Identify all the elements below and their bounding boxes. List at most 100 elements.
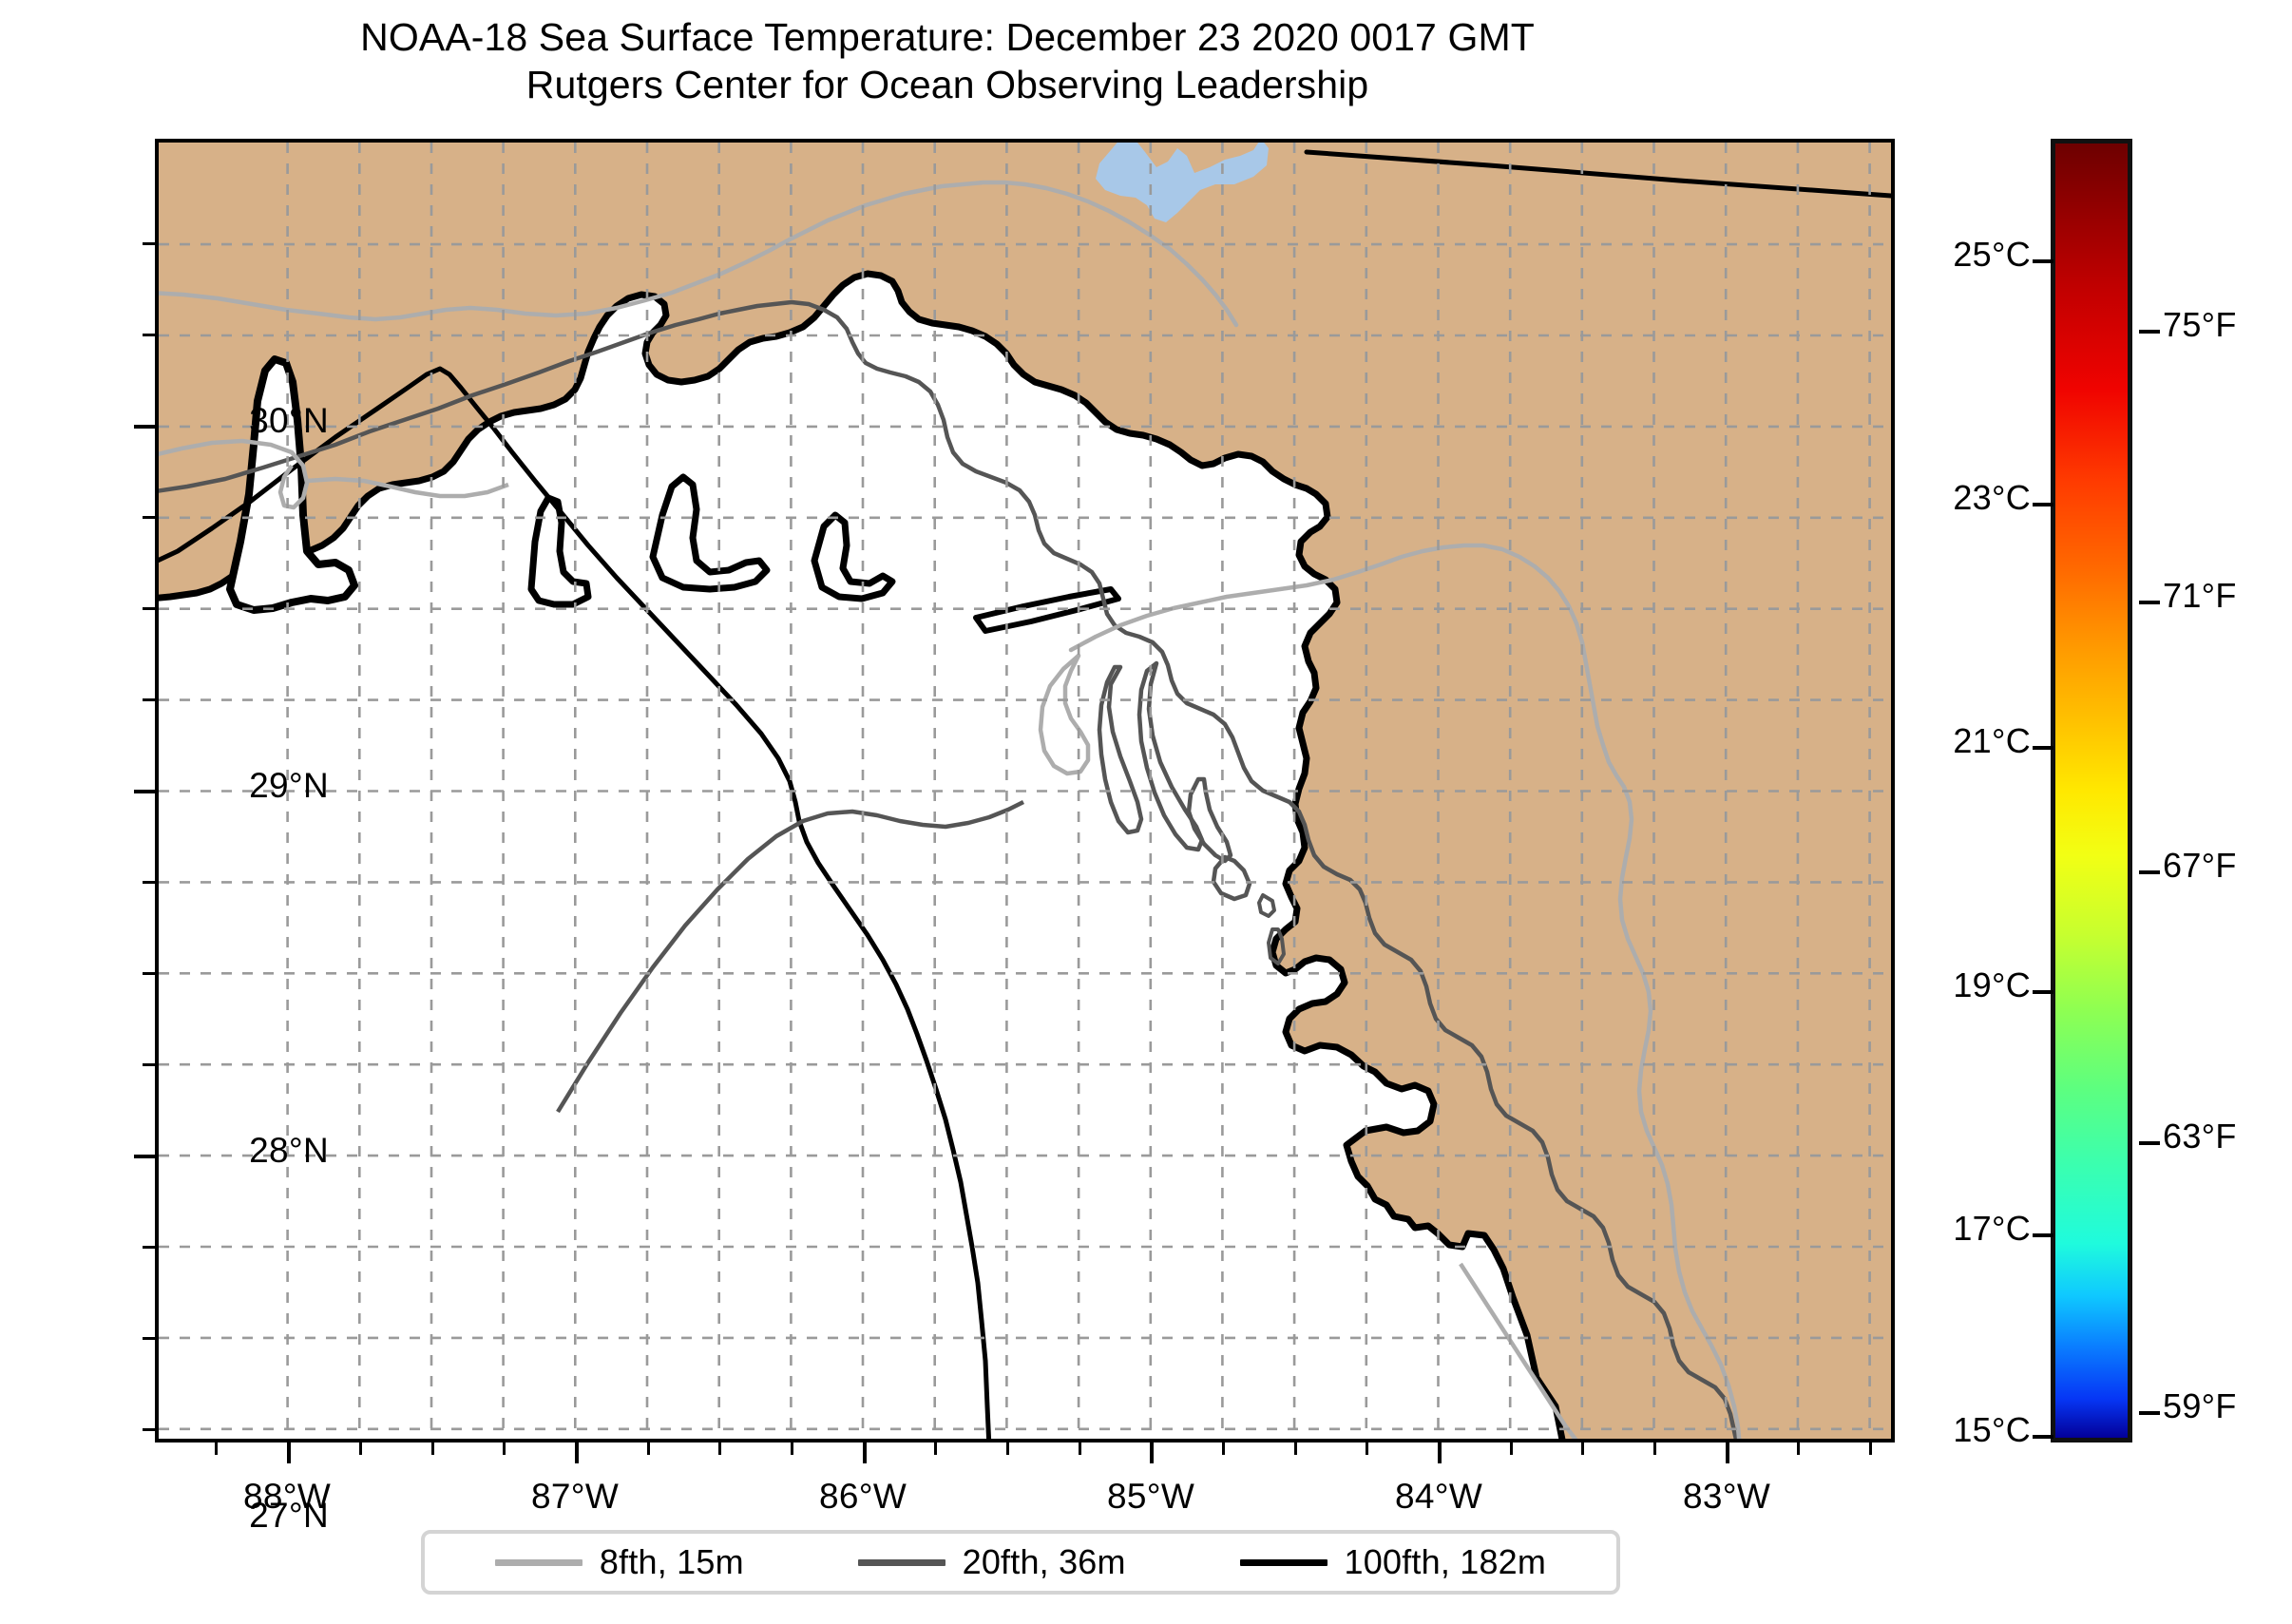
cbar-tick-17C <box>2033 1233 2053 1237</box>
x-axis-label-88W: 88°W <box>242 1477 332 1516</box>
x-tick-minor <box>934 1439 937 1455</box>
cbar-label-63F: 63°F <box>2163 1117 2237 1156</box>
x-tick-major-83W <box>1726 1439 1729 1463</box>
cbar-tick-19C <box>2033 990 2053 994</box>
cbar-label-67F: 67°F <box>2163 846 2237 885</box>
legend-item-8fth[interactable]: 8fth, 15m <box>494 1542 744 1582</box>
y-axis-label-29N: 29°N <box>249 766 329 805</box>
contour-8fth-sw-florida <box>1459 1262 1578 1439</box>
y-tick-minor <box>143 881 159 884</box>
cbar-label-21C: 21°C <box>1953 721 2031 760</box>
x-tick-minor <box>1797 1439 1800 1455</box>
y-tick-minor <box>143 334 159 336</box>
x-tick-minor <box>1366 1439 1368 1455</box>
y-tick-minor <box>143 1337 159 1340</box>
cbar-label-19C: 19°C <box>1953 965 2031 1004</box>
y-tick-minor <box>143 972 159 975</box>
x-tick-minor <box>1581 1439 1584 1455</box>
temperature-colorbar[interactable] <box>2033 139 2160 1442</box>
y-tick-minor <box>143 1246 159 1249</box>
contour-20fth-lobe-d <box>1211 854 1252 902</box>
y-tick-minor <box>143 1428 159 1431</box>
cbar-tick-15C <box>2033 1435 2053 1439</box>
x-tick-minor <box>215 1439 218 1455</box>
x-tick-minor <box>1079 1439 1081 1455</box>
x-tick-major-86W <box>863 1439 867 1463</box>
contour-8fth-bigbend <box>1068 543 1742 1439</box>
legend-swatch-20fth <box>857 1558 945 1566</box>
map-clip <box>159 143 1891 1439</box>
x-tick-major-85W <box>1150 1439 1154 1463</box>
cbar-label-71F: 71°F <box>2163 576 2237 615</box>
land-mass-gulf-coast <box>159 143 1891 1439</box>
y-tick-minor <box>143 607 159 610</box>
contour-20fth-speck-2 <box>1267 927 1286 965</box>
map-canvas <box>159 143 1891 1439</box>
x-tick-major-87W <box>575 1439 579 1463</box>
cbar-label-25C: 25°C <box>1953 235 2031 274</box>
contour-20fth-panhandle <box>556 799 1025 1114</box>
x-tick-minor <box>359 1439 362 1455</box>
x-axis-label-87W: 87°W <box>530 1477 620 1516</box>
legend-label-20fth: 20fth, 36m <box>962 1542 1126 1581</box>
y-tick-minor <box>143 1063 159 1066</box>
legend-label-8fth: 8fth, 15m <box>599 1542 744 1581</box>
legend-swatch-8fth <box>494 1558 583 1566</box>
contour-100fth-gulf <box>159 366 992 1439</box>
cbar-tick-75F <box>2139 330 2160 334</box>
map-plot-area[interactable] <box>134 139 1895 1463</box>
choctawhatchee-bay <box>649 473 771 593</box>
y-axis-label-28N: 28°N <box>249 1131 329 1170</box>
x-tick-major-84W <box>1438 1439 1442 1463</box>
y-tick-major-30N <box>134 425 159 429</box>
legend-item-20fth[interactable]: 20fth, 36m <box>857 1542 1126 1582</box>
contour-8fth-west <box>159 438 310 510</box>
chart-title: NOAA-18 Sea Surface Temperature: Decembe… <box>0 13 1895 108</box>
contour-8fth-panhandle <box>159 180 1239 328</box>
cbar-label-17C: 17°C <box>1953 1209 2031 1248</box>
y-tick-major-29N <box>134 790 159 793</box>
map-gridlines <box>159 143 1891 1439</box>
legend-swatch-100fth <box>1239 1558 1327 1566</box>
x-tick-minor <box>1006 1439 1009 1455</box>
cbar-label-59F: 59°F <box>2163 1386 2237 1425</box>
x-tick-minor <box>1222 1439 1225 1455</box>
cbar-label-15C: 15°C <box>1953 1410 2031 1449</box>
cbar-label-23C: 23°C <box>1953 478 2031 517</box>
y-axis-label-30N: 30°N <box>249 401 329 440</box>
contour-8fth-west-tail <box>306 476 509 499</box>
x-tick-minor <box>503 1439 506 1455</box>
y-axis-label-27N: 27°N <box>249 1496 329 1535</box>
title-line-1: NOAA-18 Sea Surface Temperature: Decembe… <box>360 15 1535 59</box>
title-line-2: Rutgers Center for Ocean Observing Leade… <box>525 63 1369 107</box>
cbar-tick-63F <box>2139 1141 2160 1145</box>
y-tick-major-28N <box>134 1155 159 1158</box>
contour-20fth-speck-1 <box>1257 893 1276 918</box>
pensacola-bay <box>527 494 592 608</box>
cbar-label-75F: 75°F <box>2163 305 2237 344</box>
x-axis-label-83W: 83°W <box>1682 1477 1771 1516</box>
y-tick-minor <box>143 242 159 245</box>
y-tick-minor <box>143 698 159 701</box>
cbar-tick-23C <box>2033 503 2053 506</box>
x-tick-minor <box>718 1439 721 1455</box>
bathymetry-legend: 8fth, 15m 20fth, 36m 100fth, 182m <box>421 1530 1620 1595</box>
mobile-bay <box>226 355 358 614</box>
lake-seminole <box>1096 143 1269 222</box>
cbar-tick-21C <box>2033 746 2053 750</box>
y-tick-minor <box>143 516 159 519</box>
x-tick-minor <box>791 1439 793 1455</box>
x-tick-minor <box>1869 1439 1872 1455</box>
contour-20fth-lobe-a <box>1097 664 1144 835</box>
cbar-tick-71F <box>2139 601 2160 604</box>
contour-100fth-east <box>1304 149 1891 199</box>
x-axis-label-85W: 85°W <box>1106 1477 1195 1516</box>
x-tick-major-88W <box>287 1439 291 1463</box>
contour-20fth-main <box>159 299 1739 1439</box>
legend-item-100fth[interactable]: 100fth, 182m <box>1239 1542 1547 1582</box>
x-axis-label-84W: 84°W <box>1394 1477 1483 1516</box>
x-tick-minor <box>1653 1439 1656 1455</box>
contour-20fth-lobe-b <box>1136 660 1205 852</box>
legend-label-100fth: 100fth, 182m <box>1344 1542 1547 1581</box>
x-tick-minor <box>647 1439 650 1455</box>
